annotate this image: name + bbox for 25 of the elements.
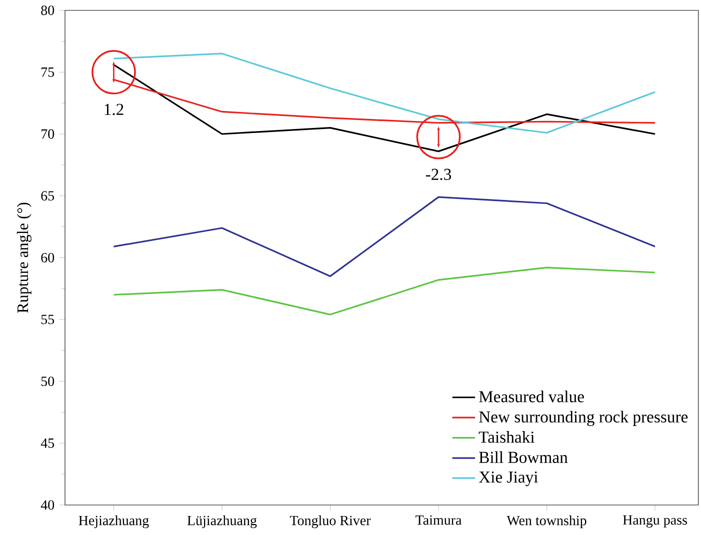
y-tick-label: 80 bbox=[41, 6, 54, 16]
legend-label: New surrounding rock pressure bbox=[479, 410, 688, 426]
y-tick-label: 70 bbox=[42, 129, 54, 139]
legend-label: Xie Jiayi bbox=[478, 472, 538, 486]
x-tick-label: Tongluo River bbox=[290, 515, 371, 528]
y-tick-label: 55 bbox=[41, 314, 54, 324]
x-tick-label: Hangu pass bbox=[622, 515, 687, 528]
y-tick-label: 60 bbox=[41, 252, 54, 262]
legend-label: Bill Bowman bbox=[479, 451, 568, 464]
line-series bbox=[112, 196, 656, 278]
y-axis-title: Rupture angle (°) bbox=[16, 202, 32, 313]
x-tick-label: Hejiazhuang bbox=[78, 515, 149, 528]
y-tick-label: 45 bbox=[40, 438, 54, 448]
y-tick-label: 40 bbox=[40, 500, 54, 510]
annotation: -2.3 bbox=[426, 168, 452, 180]
y-tick-label: 65 bbox=[41, 191, 54, 201]
x-tick-label: Lüjiazhuang bbox=[187, 515, 257, 528]
line-series bbox=[112, 266, 656, 316]
legend-label: Measured value bbox=[479, 390, 584, 402]
x-tick-label: Wen township bbox=[506, 515, 586, 528]
x-tick-label: Taimura bbox=[416, 515, 462, 525]
legend-label: Taishaki bbox=[478, 431, 534, 443]
annotation: 1.2 bbox=[104, 104, 124, 116]
y-tick-label: 50 bbox=[41, 376, 54, 386]
y-tick-label: 75 bbox=[42, 68, 54, 77]
